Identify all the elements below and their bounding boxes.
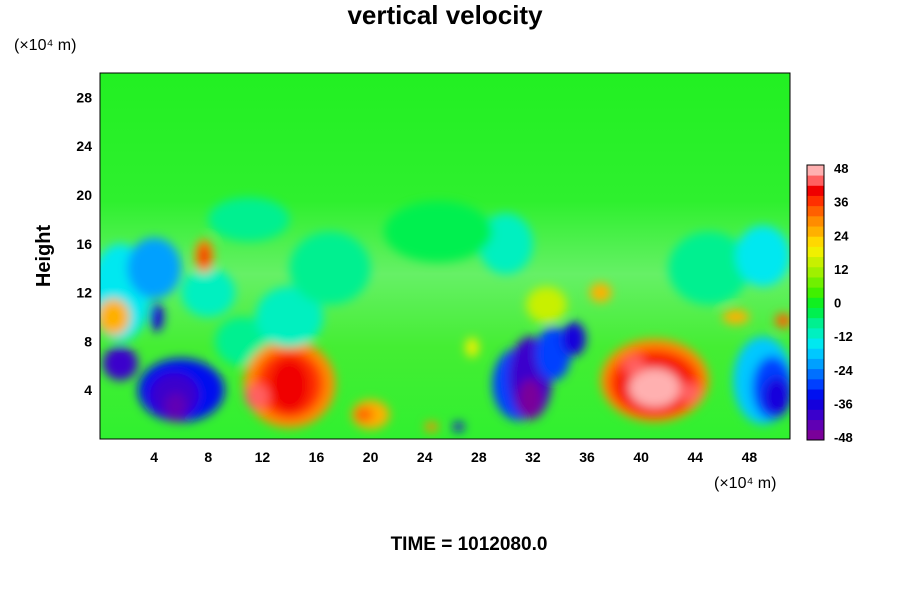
colorbar-segment xyxy=(807,246,824,258)
field-contour xyxy=(453,421,464,432)
x-tick-label: 32 xyxy=(525,449,541,465)
x-tick-label: 16 xyxy=(309,449,325,465)
x-tick-label: 36 xyxy=(579,449,595,465)
y-unit-label: (×10⁴ m) xyxy=(14,37,76,54)
field-contour xyxy=(384,201,493,263)
field-contour xyxy=(127,237,182,299)
field-contour xyxy=(181,268,236,317)
field-contour xyxy=(354,407,374,422)
field-contour xyxy=(244,384,270,409)
colorbar-segment xyxy=(807,429,824,441)
field-contour xyxy=(269,358,310,413)
field-contour xyxy=(518,379,543,419)
colorbar-segment xyxy=(807,287,824,298)
plot-frame xyxy=(99,72,791,440)
field-contour xyxy=(668,231,750,305)
colorbar-segment xyxy=(807,389,824,400)
field-contour xyxy=(199,245,209,267)
y-tick-label: 4 xyxy=(84,382,92,398)
x-tick-label: 44 xyxy=(688,449,704,465)
colorbar-tick-label: 48 xyxy=(834,161,848,176)
colorbar-segment xyxy=(807,195,824,207)
y-tick-label: 16 xyxy=(76,236,92,252)
colorbar-tick-label: -48 xyxy=(834,430,853,445)
field-contour xyxy=(208,197,290,242)
x-unit-label: (×10⁴ m) xyxy=(714,475,776,492)
colorbar-segment xyxy=(807,215,824,227)
colorbar-segment xyxy=(807,297,824,308)
colorbar-segment xyxy=(807,165,824,176)
colorbar-segment xyxy=(807,236,824,247)
y-axis-ticks: 4 8 12 16 20 24 28 xyxy=(76,89,92,398)
field-contour xyxy=(629,368,681,408)
field-contour xyxy=(735,225,790,287)
colorbar-tick-label: -12 xyxy=(834,329,853,344)
x-tick-label: 12 xyxy=(255,449,271,465)
field-contour xyxy=(677,382,700,403)
colorbar-tick-label: 24 xyxy=(834,228,849,243)
y-tick-label: 8 xyxy=(84,333,92,349)
field-contour xyxy=(762,376,790,416)
y-tick-label: 24 xyxy=(76,138,92,154)
y-tick-label: 12 xyxy=(76,285,92,301)
field-contour xyxy=(465,337,479,358)
x-tick-label: 48 xyxy=(742,449,758,465)
colorbar-segment xyxy=(807,399,824,410)
colorbar-segment xyxy=(807,368,824,380)
colorbar-segment xyxy=(807,317,824,329)
chart-title: vertical velocity xyxy=(347,0,543,30)
colorbar-segment xyxy=(807,266,824,278)
field-contour xyxy=(623,356,646,376)
field-contour xyxy=(478,213,533,275)
field-contour xyxy=(561,321,586,357)
x-axis-ticks: 4 8 12 16 20 24 28 32 36 40 44 48 xyxy=(150,449,757,465)
field-contour xyxy=(164,392,187,422)
x-tick-label: 40 xyxy=(633,449,649,465)
y-axis-label: Height xyxy=(33,225,55,288)
colorbar-segment xyxy=(807,348,824,359)
plot-area xyxy=(100,73,790,439)
field-contour xyxy=(150,302,164,332)
colorbar-segment xyxy=(807,175,824,186)
field-contour xyxy=(215,317,270,366)
colorbar-tick-label: -36 xyxy=(834,396,853,411)
colorbar-segment xyxy=(807,307,824,319)
field-contour xyxy=(424,421,439,432)
colorbar-segment xyxy=(807,338,824,349)
colorbar-tick-label: 12 xyxy=(834,262,848,277)
colorbar xyxy=(806,164,825,441)
field-contour xyxy=(722,309,750,325)
field-contour xyxy=(526,286,567,324)
x-tick-label: 20 xyxy=(363,449,379,465)
colorbar-segment xyxy=(807,378,824,390)
field-contour xyxy=(102,346,138,381)
colorbar-tick-label: 36 xyxy=(834,195,848,210)
y-tick-label: 20 xyxy=(76,187,92,203)
colorbar-segment xyxy=(807,358,824,370)
colorbar-segment xyxy=(807,226,824,237)
field-contour xyxy=(289,231,371,305)
x-tick-label: 28 xyxy=(471,449,487,465)
colorbar-ticks: 48 36 24 12 0 -12 -24 -36 -48 xyxy=(834,161,854,445)
colorbar-frame xyxy=(806,164,825,441)
field-contour xyxy=(100,298,130,336)
colorbar-segment xyxy=(807,277,824,288)
colorbar-segment xyxy=(807,409,824,421)
colorbar-segment xyxy=(807,327,824,339)
x-tick-label: 8 xyxy=(204,449,212,465)
colorbar-segment xyxy=(807,205,824,217)
x-tick-label: 24 xyxy=(417,449,433,465)
field-contour xyxy=(255,286,324,348)
colorbar-tick-label: -24 xyxy=(834,363,854,378)
x-tick-label: 4 xyxy=(150,449,158,465)
time-label: TIME = 1012080.0 xyxy=(391,534,548,555)
field-contour xyxy=(775,313,790,328)
field-contour xyxy=(589,282,612,303)
colorbar-tick-label: 0 xyxy=(834,296,841,311)
colorbar-segment xyxy=(807,185,824,196)
colorbar-segment xyxy=(807,256,824,268)
colorbar-segment xyxy=(807,419,824,431)
y-tick-label: 28 xyxy=(76,89,92,105)
